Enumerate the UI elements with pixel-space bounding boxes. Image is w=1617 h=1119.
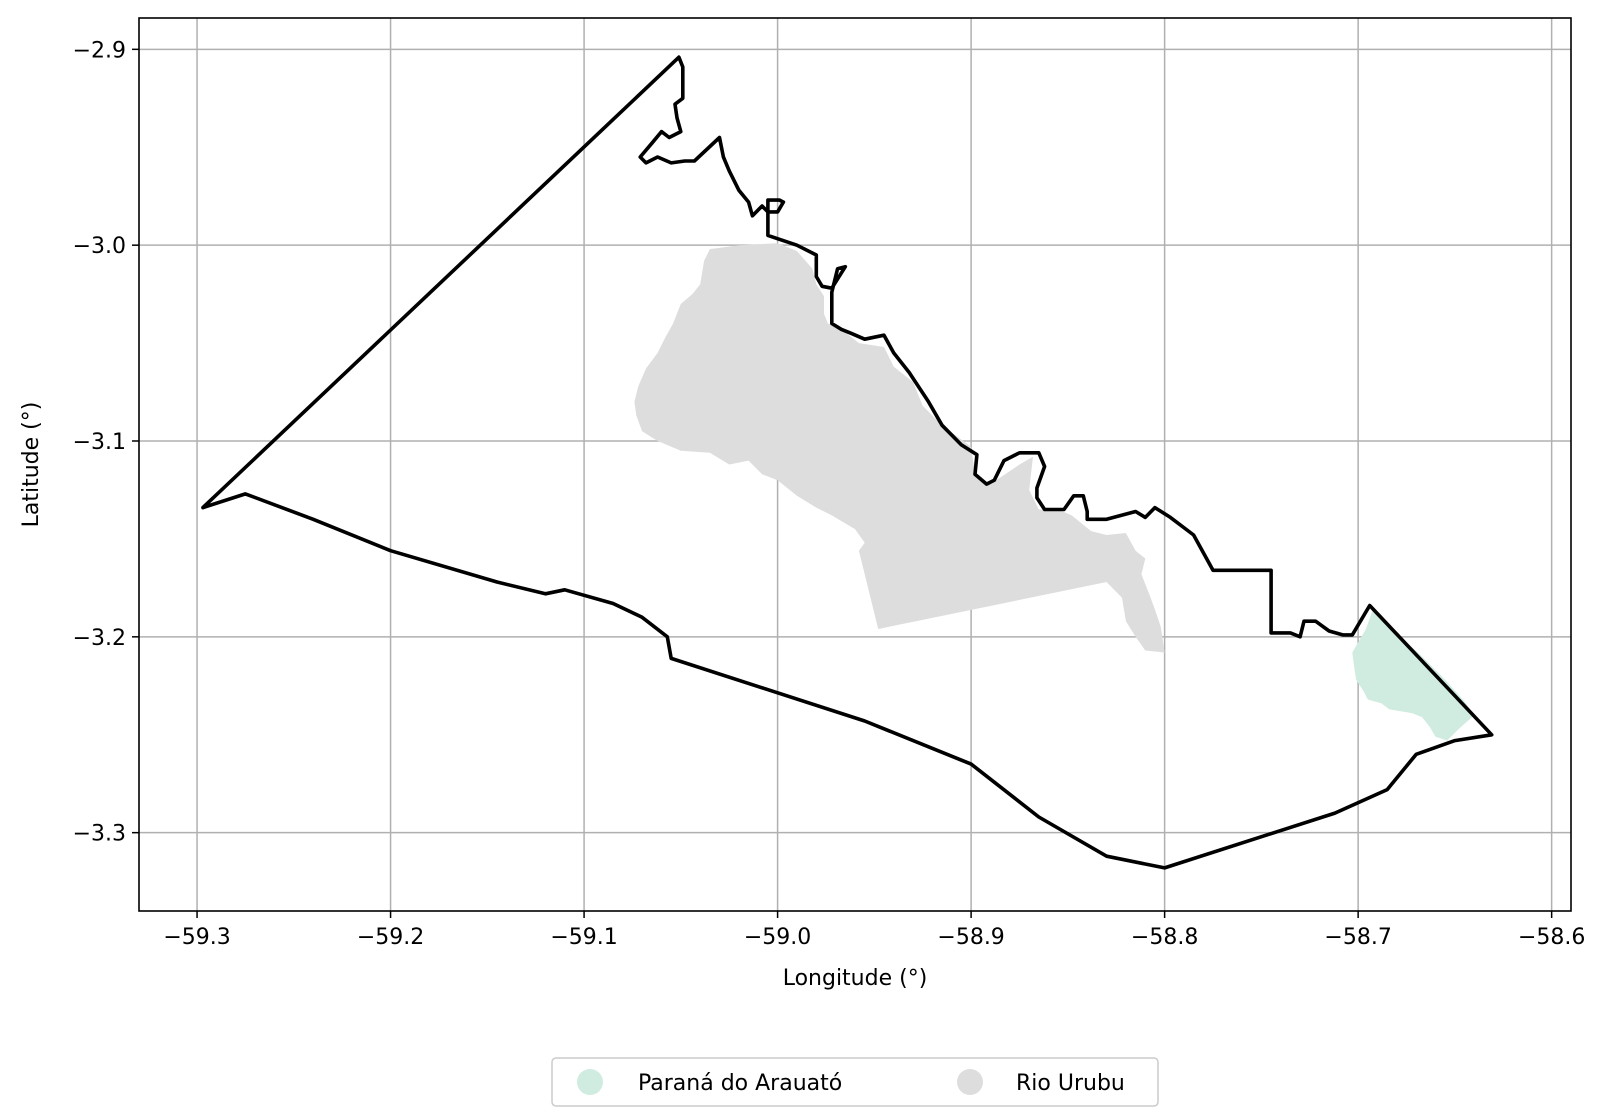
x-tick-label-0: −59.3 <box>163 925 230 950</box>
x-tick-label-3: −59.0 <box>744 925 811 950</box>
legend: Paraná do Arauató Rio Urubu <box>551 1057 1159 1107</box>
y-tick-label-0: −2.9 <box>73 38 126 63</box>
x-tick-label-7: −58.6 <box>1518 925 1585 950</box>
x-tick-label-1: −59.2 <box>357 925 424 950</box>
x-tick-label-4: −58.9 <box>937 925 1004 950</box>
plot-frame <box>138 17 1572 912</box>
y-axis-title: Latitude (°) <box>19 402 44 528</box>
region-parana-do-arauato <box>1352 607 1475 741</box>
legend-marker-rio-urubu <box>957 1069 983 1095</box>
legend-marker-parana-do-arauato <box>577 1069 603 1095</box>
boundary-layer <box>201 55 1494 870</box>
y-tick-label-2: −3.1 <box>73 430 126 455</box>
study-area-boundary <box>201 55 1494 870</box>
x-axis-title: Longitude (°) <box>783 966 928 991</box>
x-tick-label-2: −59.1 <box>550 925 617 950</box>
y-tick-label-1: −3.0 <box>73 234 126 259</box>
tick-layer: −59.3 −59.2 −59.1 −59.0 −58.9 −58.8 −58.7 −58.6… <box>73 38 1586 950</box>
legend-label-parana-do-arauato: Paraná do Arauató <box>638 1071 842 1096</box>
legend-box <box>551 1057 1159 1107</box>
x-tick-label-6: −58.7 <box>1324 925 1391 950</box>
x-tick-label-5: −58.8 <box>1131 925 1198 950</box>
legend-label-rio-urubu: Rio Urubu <box>1016 1071 1125 1096</box>
region-rio-urubu <box>634 243 1165 653</box>
region-layer <box>634 243 1475 741</box>
y-tick-label-4: −3.3 <box>73 822 126 847</box>
y-tick-label-3: −3.2 <box>73 626 126 651</box>
